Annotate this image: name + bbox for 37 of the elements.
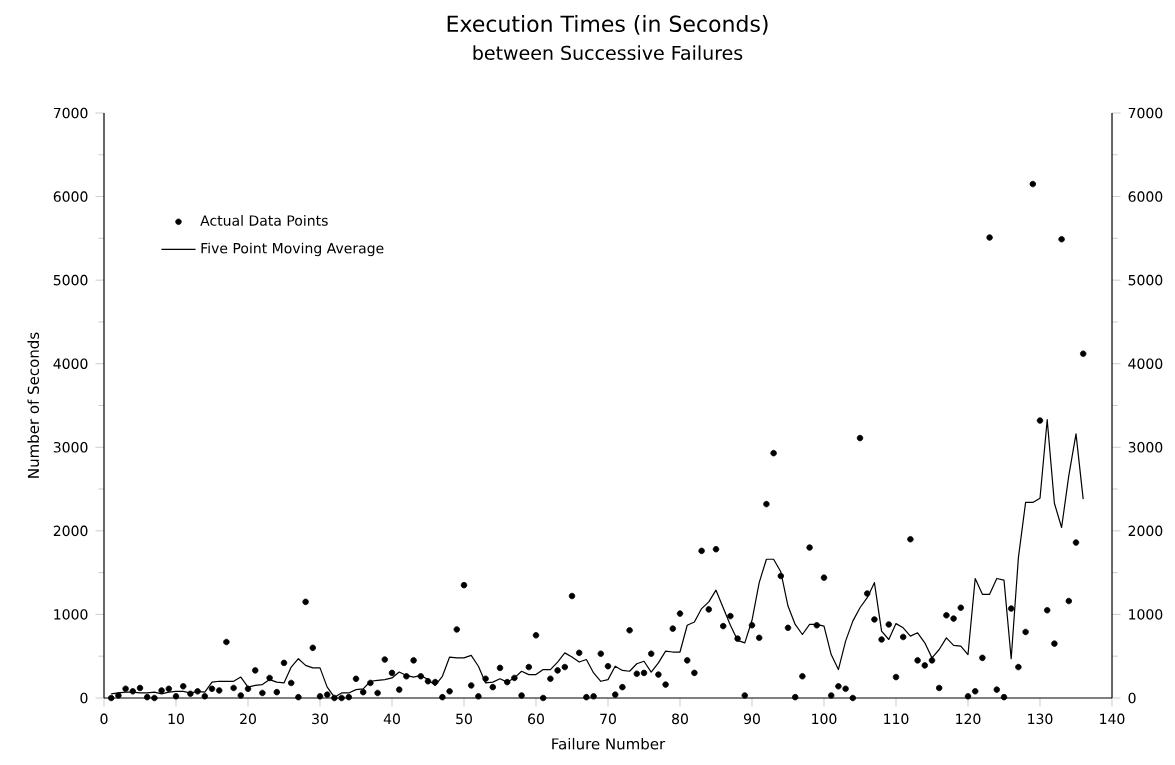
chart-title: Execution Times (in Seconds) (447, 15, 768, 35)
x-tick-label: 120 (956, 713, 981, 725)
x-tick-label: 80 (672, 713, 688, 725)
y-tick-label: 0 (80, 692, 88, 704)
x-tick-label: 130 (1028, 713, 1053, 725)
x-tick-label: 60 (528, 713, 544, 725)
chart-subtitle: between Successive Failures (473, 45, 743, 61)
y-tick-label: 5000 (53, 274, 88, 286)
x-tick-label: 50 (456, 713, 472, 725)
y-tick-label: 2000 (53, 525, 88, 537)
x-tick-label: 20 (240, 713, 256, 725)
y-tick-label: 1000 (54, 609, 88, 620)
x-tick-label: 90 (743, 713, 760, 725)
legend-label: Five Point Moving Average (201, 242, 384, 257)
x-tick-label: 10 (168, 713, 184, 725)
y2-tick-label: 1000 (1129, 609, 1163, 620)
y-tick-label: 4000 (53, 358, 88, 369)
y2-tick-label: 3000 (1128, 441, 1163, 453)
y2-tick-label: 2000 (1128, 525, 1163, 537)
x-tick-label: 100 (812, 713, 837, 725)
y-axis-title: Number of Seconds (27, 332, 40, 478)
x-tick-label: 70 (600, 713, 616, 725)
x-tick-label: 140 (1100, 713, 1125, 725)
x-tick-label: 40 (383, 713, 400, 725)
y-tick-label: 7000 (53, 107, 88, 119)
y2-tick-label: 5000 (1128, 274, 1163, 286)
x-tick-label: 30 (312, 713, 328, 725)
y2-tick-label: 6000 (1128, 191, 1163, 202)
x-tick-label: 110 (884, 713, 909, 725)
x-tick-label: 0 (100, 713, 108, 725)
y2-tick-label: 4000 (1128, 358, 1163, 369)
legend-label: Actual Data Points (200, 215, 328, 226)
y-tick-label: 3000 (53, 441, 88, 453)
x-axis-title: Failure Number (552, 737, 666, 750)
y-tick-label: 6000 (53, 191, 88, 202)
y2-tick-label: 7000 (1128, 107, 1163, 119)
y2-tick-label: 0 (1128, 692, 1136, 704)
